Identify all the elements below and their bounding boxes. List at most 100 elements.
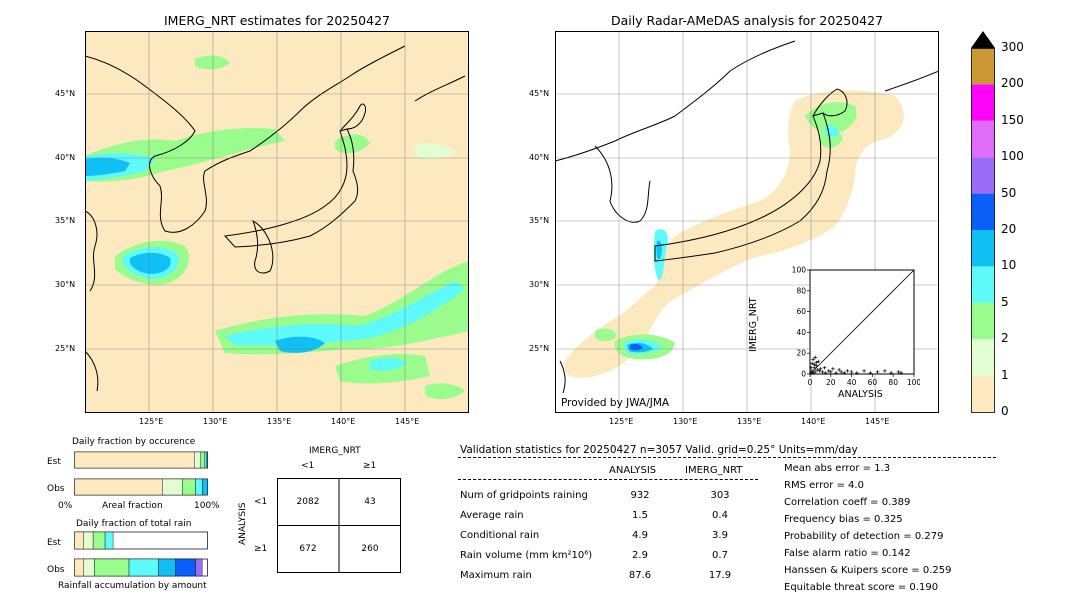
colorbar-label: 5 [1001, 294, 1009, 309]
colorbar [971, 31, 995, 413]
scatter-point [813, 370, 817, 374]
validation-row-imerg: 3.9 [712, 530, 728, 541]
rain-fraction-title: Daily fraction of total rain [76, 519, 192, 529]
scatter-point [842, 371, 847, 375]
provider-credit: Provided by JWA/JMA [561, 397, 670, 409]
contingency-cell-01: 43 [364, 497, 376, 507]
colorbar-label: 300 [1001, 40, 1024, 54]
right-lon-140: 140°E [801, 417, 826, 426]
colorbar-label: 2 [1001, 331, 1009, 346]
colorbar-segment [971, 48, 995, 85]
left-lon-140: 140°E [331, 417, 356, 426]
colorbar-label: 50 [1001, 185, 1017, 200]
right-map-title: Daily Radar-AMeDAS analysis for 20250427 [610, 13, 884, 28]
left-lat-35: 35°N [55, 216, 76, 225]
left-lat-25: 25°N [55, 344, 76, 353]
scatter-point [883, 369, 887, 373]
colorbar-segments [971, 48, 995, 412]
right-lat-45: 45°N [529, 89, 550, 98]
scatter-point [837, 368, 841, 372]
contingency-cell-10: 672 [299, 544, 317, 554]
scatter-point [816, 359, 821, 364]
left-map-coastlines [85, 45, 466, 392]
left-lon-135: 135°E [267, 417, 292, 426]
scatter-point [812, 362, 816, 367]
scatter-point [831, 367, 835, 371]
fraction-bar-segment [206, 451, 208, 469]
contingency-row-header: ANALYSIS [238, 502, 248, 545]
scatter-point [814, 363, 819, 368]
right-map [555, 31, 939, 413]
right-lat-25: 25°N [529, 344, 550, 353]
contingency-row-label-ge1: ≥1 [254, 544, 268, 554]
scatter-point [823, 371, 828, 375]
occurrence-row-obs: Obs [47, 484, 65, 494]
score-rms-error: RMS error = 4.0 [784, 480, 864, 491]
contingency-col-header: IMERG_NRT [309, 446, 361, 456]
scatter-point [826, 369, 831, 373]
occurrence-bar-segments [74, 451, 208, 496]
fraction-bar-segment [195, 558, 203, 577]
scatter-point [849, 370, 854, 374]
scatter-point [868, 371, 873, 375]
scatter-diagonal [809, 269, 915, 375]
scatter-point [811, 371, 815, 375]
fraction-bar-segment [204, 451, 208, 469]
occurrence-title: Daily fraction by occurence [72, 437, 196, 447]
scatter-x-tick-label: 20 [826, 378, 836, 387]
left-map-gridlines [85, 31, 469, 413]
validation-row-label: Average rain [460, 510, 524, 521]
scatter-point [862, 369, 866, 373]
validation-row-analysis: 87.6 [628, 570, 652, 581]
left-lon-130: 130°E [203, 417, 228, 426]
occurrence-bars [74, 451, 208, 496]
occurrence-axis-left: 0% [58, 501, 73, 511]
colorbar-segment [971, 157, 995, 194]
left-map [85, 31, 469, 413]
colorbar-label: 100 [1001, 149, 1024, 164]
fraction-bar-segment [128, 558, 159, 577]
validation-row-analysis: 932 [630, 490, 650, 501]
right-map-frame [555, 31, 939, 413]
scatter-point [875, 370, 880, 374]
left-map-frame [85, 31, 469, 413]
right-lon-130: 130°E [673, 417, 698, 426]
fraction-bar-segment [74, 478, 163, 496]
fraction-bar-segment [195, 478, 203, 496]
scatter-x-tick-label: 100 [907, 378, 920, 387]
fraction-bar-segment [182, 478, 196, 496]
rain-fraction-axis-label: Rainfall accumulation by amount [58, 581, 207, 591]
colorbar-label: 150 [1001, 112, 1024, 127]
rain-fraction-row-obs: Obs [47, 565, 65, 575]
scatter-x-tick-label: 60 [868, 378, 878, 387]
colorbar-segment [971, 193, 995, 230]
validation-row-label: Maximum rain [460, 570, 532, 581]
validation-row-imerg: 17.9 [708, 570, 732, 581]
scatter-point [822, 365, 827, 370]
scatter-point [820, 370, 825, 374]
scatter-point [896, 370, 901, 374]
validation-col-analysis: ANALYSIS [609, 465, 657, 476]
score-far: False alarm ratio = 0.142 [784, 548, 911, 559]
occurrence-row-est: Est [47, 457, 61, 467]
validation-col-rule [458, 479, 758, 480]
scatter-y-ticks: 0 20 40 60 80 100 [792, 266, 810, 379]
colorbar-labels: 0 1 2 5 10 20 50 100 150 200 300 [1001, 0, 1061, 430]
colorbar-segment [971, 302, 995, 340]
contingency-row-label-lt1: <1 [254, 497, 268, 507]
rain-fraction-bars [74, 531, 208, 577]
colorbar-segment [971, 375, 995, 412]
colorbar-extend-arrow [971, 31, 995, 48]
fraction-bar-segment [162, 478, 183, 496]
scatter-ylabel: IMERG_NRT [748, 297, 759, 352]
scatter-point [834, 371, 838, 375]
validation-row-label: Num of gridpoints raining [460, 490, 588, 501]
fraction-bar-segment [158, 558, 176, 577]
scatter-point [889, 371, 893, 375]
colorbar-label: 1 [1001, 367, 1009, 382]
scatter-point [817, 369, 822, 373]
scatter-y-tick-label: 40 [796, 328, 806, 337]
right-map-rain-fields [595, 102, 857, 360]
contingency-cell-11: 260 [361, 544, 379, 554]
score-frequency-bias: Frequency bias = 0.325 [784, 514, 903, 525]
